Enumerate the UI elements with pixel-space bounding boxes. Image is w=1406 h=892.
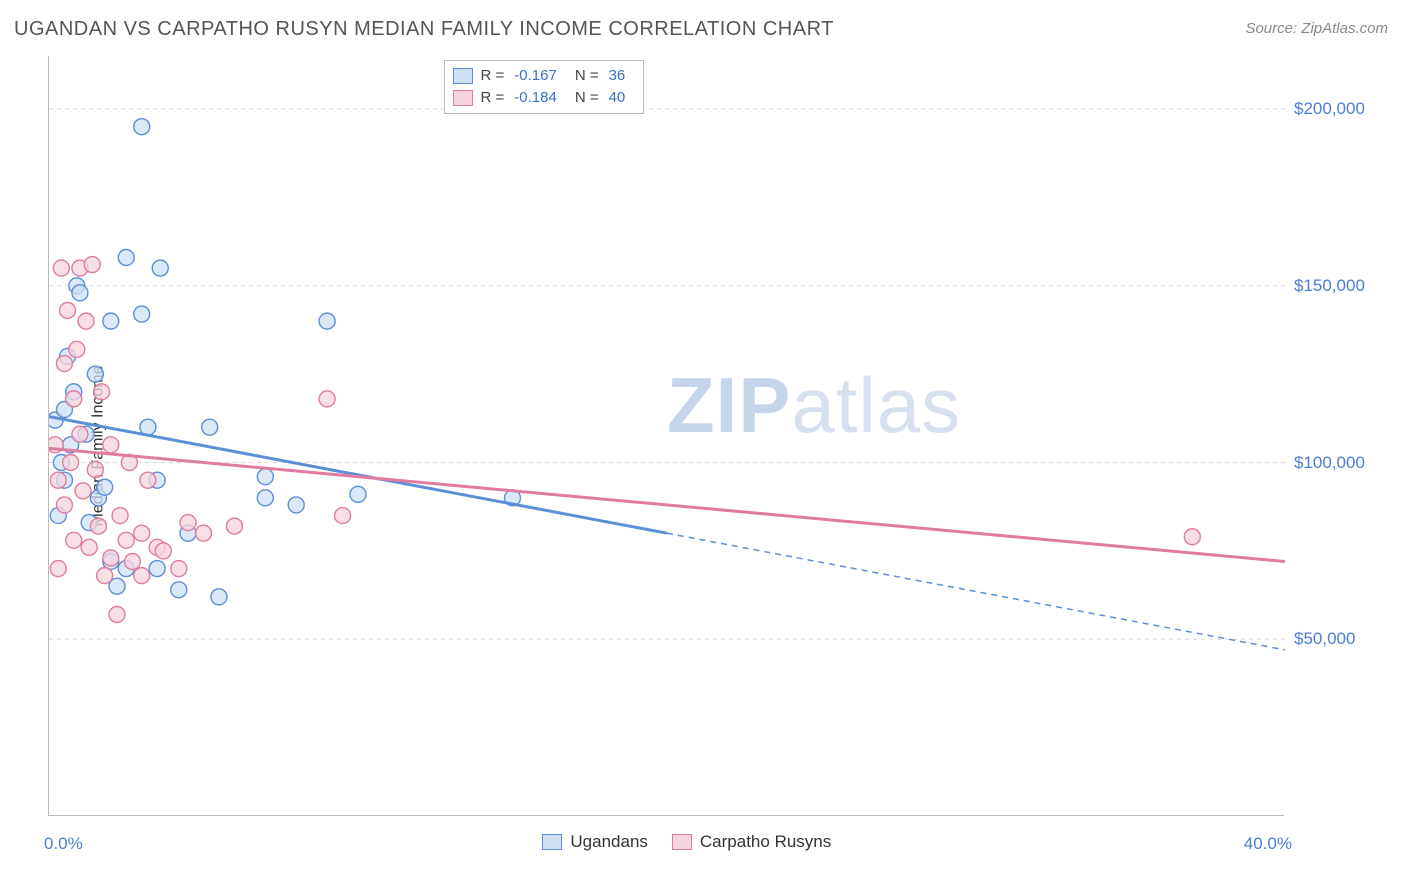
scatter-svg: [49, 56, 1285, 816]
series-legend-label: Carpatho Rusyns: [700, 832, 831, 852]
r-value: -0.167: [514, 65, 557, 87]
stats-legend-row: R = -0.167 N = 36: [453, 65, 636, 87]
chart-title: UGANDAN VS CARPATHO RUSYN MEDIAN FAMILY …: [14, 18, 834, 41]
legend-swatch: [542, 834, 562, 850]
y-tick-label: $50,000: [1294, 629, 1355, 649]
series-legend-label: Ugandans: [570, 832, 648, 852]
plot-area: ZIPatlas: [48, 56, 1284, 816]
n-label: N =: [575, 87, 599, 109]
series-legend: Ugandans Carpatho Rusyns: [542, 832, 831, 852]
legend-swatch: [453, 90, 473, 106]
legend-swatch: [453, 68, 473, 84]
x-tick-label: 0.0%: [44, 834, 83, 854]
n-value: 36: [609, 65, 626, 87]
series-legend-item: Ugandans: [542, 832, 648, 852]
stats-legend-row: R = -0.184 N = 40: [453, 87, 636, 109]
y-tick-label: $150,000: [1294, 276, 1365, 296]
series-legend-item: Carpatho Rusyns: [672, 832, 831, 852]
r-value: -0.184: [514, 87, 557, 109]
x-tick-label: 40.0%: [1232, 834, 1292, 854]
r-label: R =: [481, 87, 505, 109]
chart-container: UGANDAN VS CARPATHO RUSYN MEDIAN FAMILY …: [0, 0, 1406, 892]
y-tick-label: $100,000: [1294, 453, 1365, 473]
n-label: N =: [575, 65, 599, 87]
y-tick-label: $200,000: [1294, 99, 1365, 119]
source-label: Source: ZipAtlas.com: [1245, 20, 1388, 37]
legend-swatch: [672, 834, 692, 850]
n-value: 40: [609, 87, 626, 109]
r-label: R =: [481, 65, 505, 87]
stats-legend: R = -0.167 N = 36 R = -0.184 N = 40: [444, 60, 645, 114]
